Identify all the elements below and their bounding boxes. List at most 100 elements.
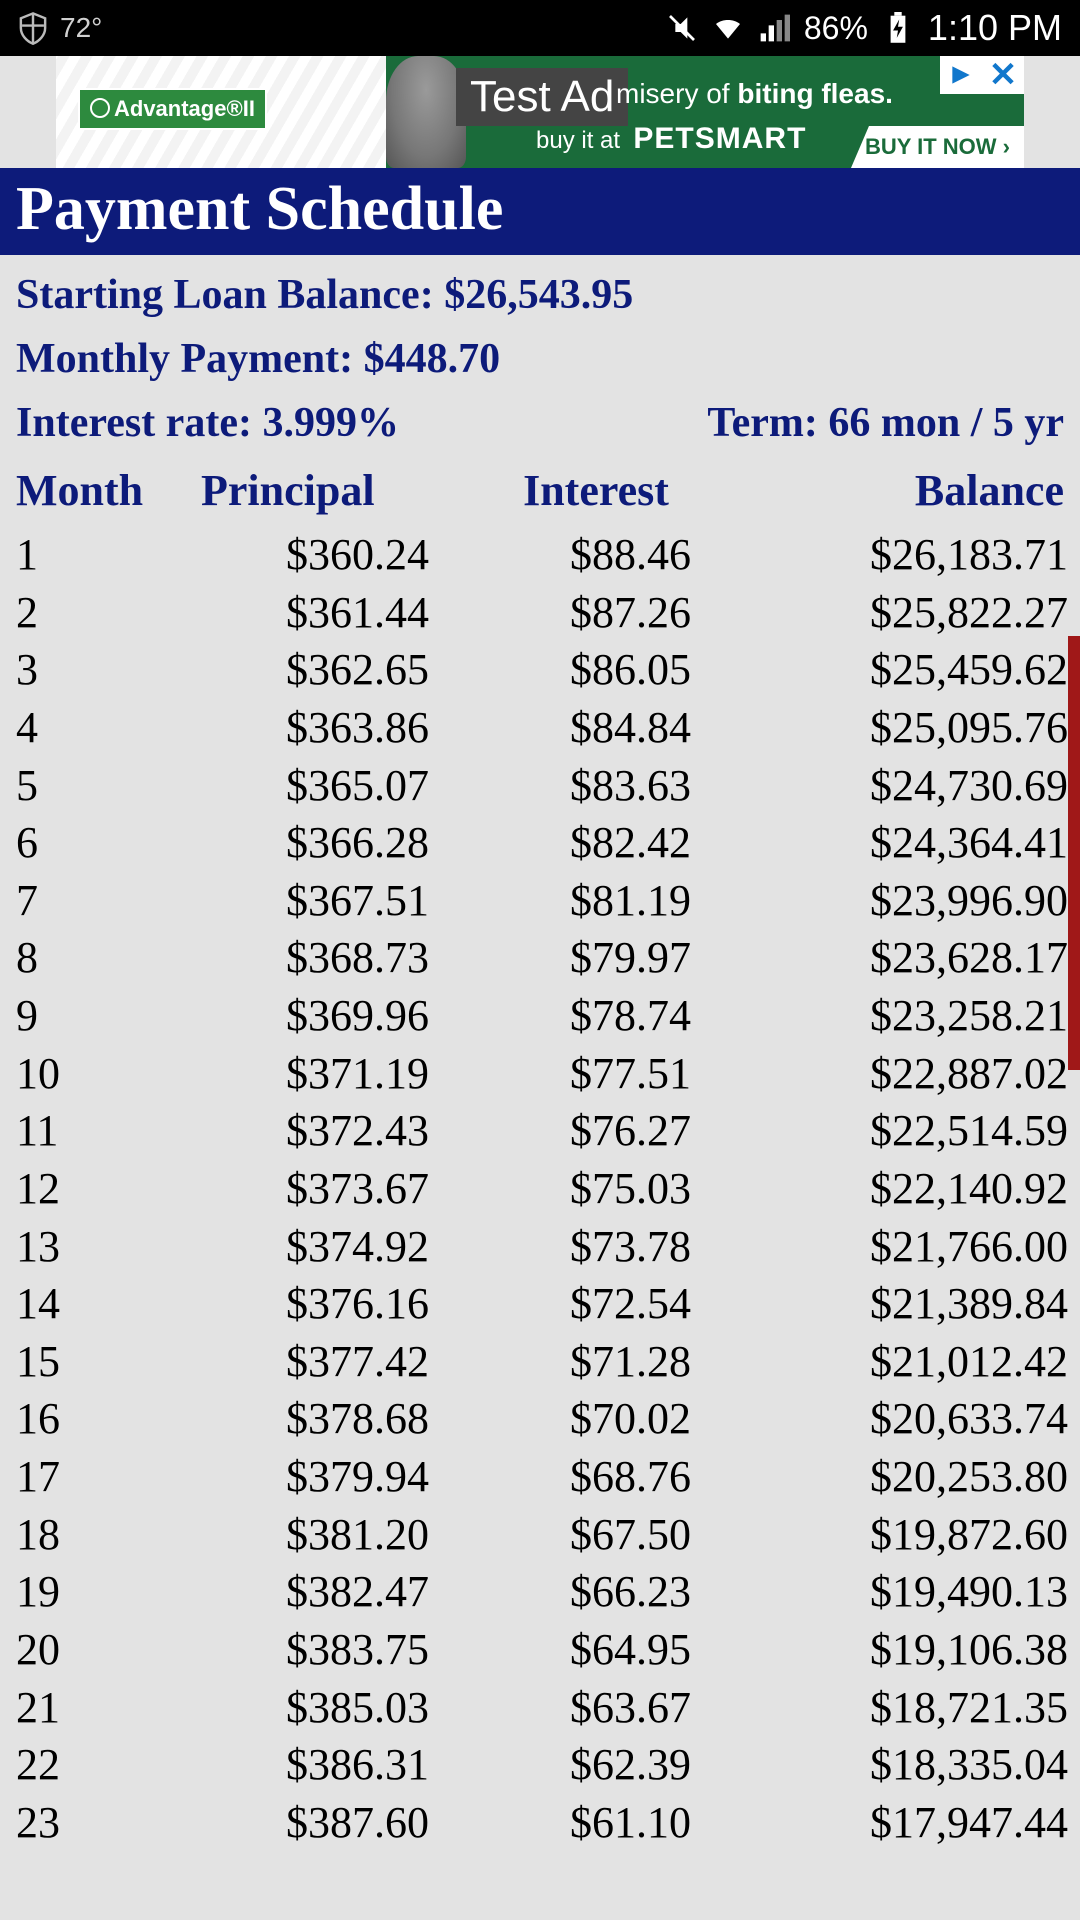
monthly-payment: Monthly Payment: $448.70 — [16, 335, 1064, 383]
cell-balance: $23,996.90 — [741, 872, 1068, 930]
cell-month: 9 — [16, 987, 201, 1045]
table-row: 22$386.31$62.39$18,335.04 — [16, 1736, 1068, 1794]
ad-container: Advantage®II Test Ad misery of biting fl… — [0, 56, 1080, 168]
cell-month: 13 — [16, 1218, 201, 1276]
cell-interest: $82.42 — [451, 814, 741, 872]
cell-principal: $374.92 — [201, 1218, 451, 1276]
cell-principal: $379.94 — [201, 1448, 451, 1506]
starting-balance-value: $26,543.95 — [444, 272, 633, 318]
cell-balance: $23,258.21 — [741, 987, 1068, 1045]
cell-principal: $385.03 — [201, 1679, 451, 1737]
cell-month: 4 — [16, 699, 201, 757]
table-row: 8$368.73$79.97$23,628.17 — [16, 929, 1068, 987]
battery-charging-icon — [882, 12, 914, 44]
cell-balance: $24,730.69 — [741, 757, 1068, 815]
cell-principal: $366.28 — [201, 814, 451, 872]
cell-interest: $78.74 — [451, 987, 741, 1045]
cell-interest: $75.03 — [451, 1160, 741, 1218]
cell-month: 10 — [16, 1045, 201, 1103]
status-bar: 72° 86% 1:10 PM — [0, 0, 1080, 56]
cell-principal: $363.86 — [201, 699, 451, 757]
cell-signal-icon — [758, 12, 790, 44]
ad-close-icon[interactable]: ✕ — [982, 56, 1024, 94]
cell-balance: $23,628.17 — [741, 929, 1068, 987]
table-row: 18$381.20$67.50$19,872.60 — [16, 1506, 1068, 1564]
cell-principal: $382.47 — [201, 1563, 451, 1621]
cell-principal: $365.07 — [201, 757, 451, 815]
cell-balance: $25,095.76 — [741, 699, 1068, 757]
cell-balance: $19,490.13 — [741, 1563, 1068, 1621]
cell-interest: $77.51 — [451, 1045, 741, 1103]
table-row: 7$367.51$81.19$23,996.90 — [16, 872, 1068, 930]
table-row: 4$363.86$84.84$25,095.76 — [16, 699, 1068, 757]
col-interest: Interest — [451, 465, 741, 516]
cell-balance: $25,459.62 — [741, 641, 1068, 699]
interest-rate: Interest rate: 3.999% — [16, 399, 707, 447]
ad-banner[interactable]: Advantage®II Test Ad misery of biting fl… — [56, 56, 1024, 168]
cell-principal: $383.75 — [201, 1621, 451, 1679]
interest-rate-value: 3.999% — [262, 400, 399, 446]
cell-month: 17 — [16, 1448, 201, 1506]
vibrate-mute-icon — [666, 12, 698, 44]
table-row: 20$383.75$64.95$19,106.38 — [16, 1621, 1068, 1679]
cell-month: 16 — [16, 1390, 201, 1448]
table-row: 23$387.60$61.10$17,947.44 — [16, 1794, 1068, 1852]
table-row: 15$377.42$71.28$21,012.42 — [16, 1333, 1068, 1391]
interest-rate-label: Interest rate: — [16, 400, 252, 446]
cell-balance: $19,106.38 — [741, 1621, 1068, 1679]
table-row: 1$360.24$88.46$26,183.71 — [16, 526, 1068, 584]
cell-interest: $84.84 — [451, 699, 741, 757]
scroll-indicator[interactable] — [1068, 636, 1080, 1070]
cell-month: 23 — [16, 1794, 201, 1852]
ad-cta-button[interactable]: BUY IT NOW › — [851, 126, 1024, 168]
cell-balance: $20,633.74 — [741, 1390, 1068, 1448]
cell-principal: $369.96 — [201, 987, 451, 1045]
schedule-table[interactable]: 1$360.24$88.46$26,183.712$361.44$87.26$2… — [0, 526, 1080, 1851]
page-title: Payment Schedule — [16, 174, 1064, 245]
cell-interest: $63.67 — [451, 1679, 741, 1737]
cell-principal: $371.19 — [201, 1045, 451, 1103]
cell-principal: $378.68 — [201, 1390, 451, 1448]
cell-balance: $18,335.04 — [741, 1736, 1068, 1794]
cell-balance: $22,887.02 — [741, 1045, 1068, 1103]
cell-balance: $20,253.80 — [741, 1448, 1068, 1506]
monthly-payment-label: Monthly Payment: — [16, 336, 353, 382]
cell-balance: $19,872.60 — [741, 1506, 1068, 1564]
starting-balance-label: Starting Loan Balance: — [16, 272, 434, 318]
cell-month: 19 — [16, 1563, 201, 1621]
monthly-payment-value: $448.70 — [364, 336, 501, 382]
ad-tagline: misery of biting fleas. — [616, 78, 893, 110]
cell-balance: $18,721.35 — [741, 1679, 1068, 1737]
table-row: 3$362.65$86.05$25,459.62 — [16, 641, 1068, 699]
table-row: 16$378.68$70.02$20,633.74 — [16, 1390, 1068, 1448]
cell-month: 5 — [16, 757, 201, 815]
cell-interest: $79.97 — [451, 929, 741, 987]
cell-principal: $373.67 — [201, 1160, 451, 1218]
table-row: 14$376.16$72.54$21,389.84 — [16, 1275, 1068, 1333]
cell-principal: $368.73 — [201, 929, 451, 987]
battery-percent: 86% — [804, 10, 868, 47]
cell-month: 2 — [16, 584, 201, 642]
cell-principal: $367.51 — [201, 872, 451, 930]
cell-principal: $361.44 — [201, 584, 451, 642]
cell-interest: $73.78 — [451, 1218, 741, 1276]
cell-principal: $381.20 — [201, 1506, 451, 1564]
table-row: 10$371.19$77.51$22,887.02 — [16, 1045, 1068, 1103]
cell-month: 8 — [16, 929, 201, 987]
cell-balance: $21,389.84 — [741, 1275, 1068, 1333]
cell-month: 15 — [16, 1333, 201, 1391]
table-row: 5$365.07$83.63$24,730.69 — [16, 757, 1068, 815]
ad-store-line: buy it at PETSMART — [536, 122, 806, 156]
cell-balance: $26,183.71 — [741, 526, 1068, 584]
cell-principal: $386.31 — [201, 1736, 451, 1794]
ad-info-icon[interactable] — [940, 56, 982, 94]
cell-month: 20 — [16, 1621, 201, 1679]
cell-principal: $377.42 — [201, 1333, 451, 1391]
shield-icon — [18, 11, 48, 45]
cell-month: 18 — [16, 1506, 201, 1564]
cell-interest: $71.28 — [451, 1333, 741, 1391]
starting-balance: Starting Loan Balance: $26,543.95 — [16, 271, 1064, 319]
cell-principal: $376.16 — [201, 1275, 451, 1333]
cell-interest: $72.54 — [451, 1275, 741, 1333]
cell-interest: $68.76 — [451, 1448, 741, 1506]
